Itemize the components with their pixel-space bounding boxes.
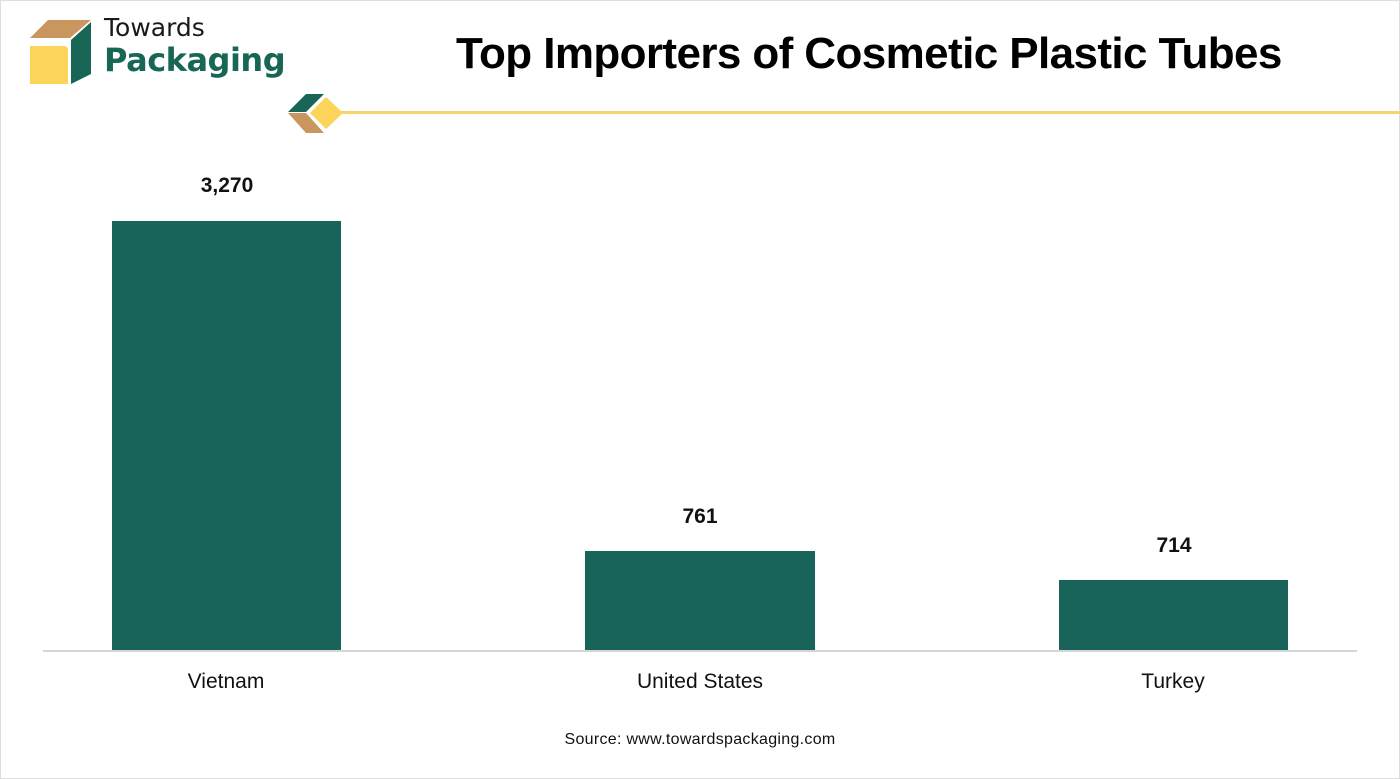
bar-value-united-states: 761: [682, 505, 718, 528]
bar-turkey: [1059, 580, 1288, 651]
chart-title: Top Importers of Cosmetic Plastic Tubes: [456, 29, 1282, 78]
bar-vietnam: [112, 221, 341, 651]
brand-logo-text: Towards Packaging: [104, 13, 286, 79]
source-note: Source: www.towardspackaging.com: [564, 731, 836, 748]
bar-value-vietnam: 3,270: [200, 174, 254, 197]
bar-value-turkey: 714: [1156, 534, 1192, 557]
brand-line-2: Packaging: [104, 41, 286, 79]
title-accent-line: [340, 111, 1400, 114]
x-tick-label-united-states: United States: [636, 670, 764, 693]
bar-united-states: [585, 551, 815, 651]
x-tick-label-turkey: Turkey: [1141, 670, 1205, 693]
x-axis-line: [43, 650, 1357, 652]
brand-line-1: Towards: [104, 13, 205, 42]
x-tick-label-vietnam: Vietnam: [187, 670, 265, 693]
chevron-diamond-icon: [288, 94, 343, 133]
towards-packaging-logo-icon: [30, 20, 91, 84]
